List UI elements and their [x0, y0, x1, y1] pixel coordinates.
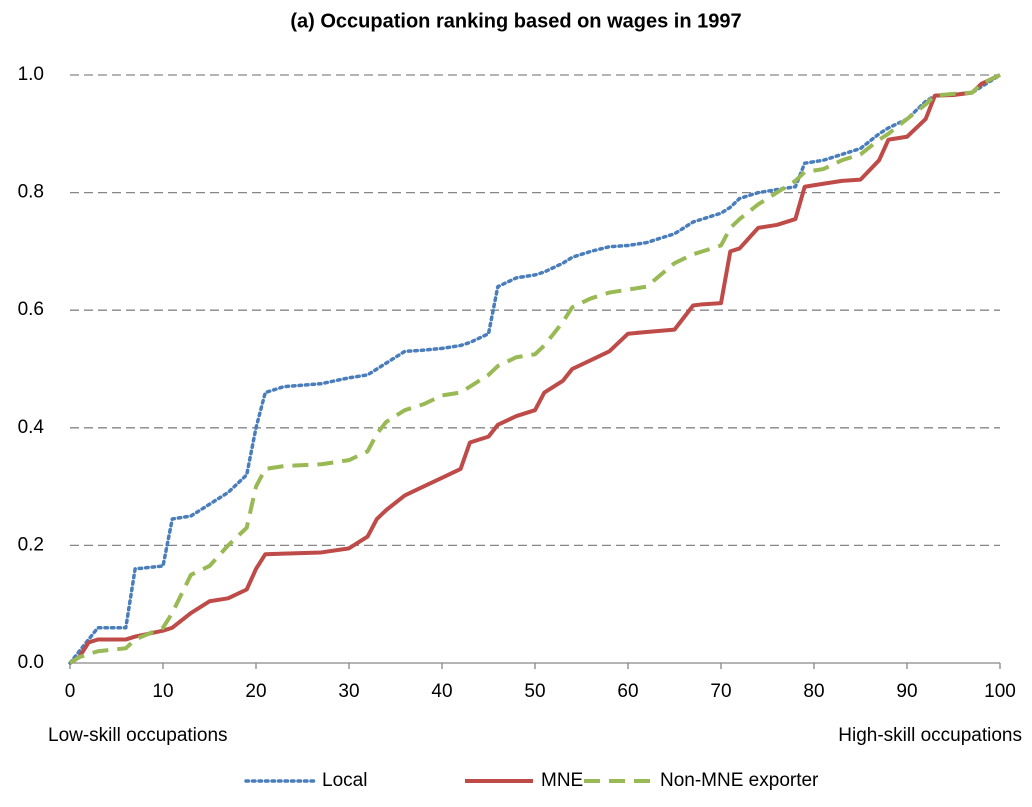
- x-tick-label: 10: [152, 681, 173, 702]
- annotation: High-skill occupations: [838, 725, 1022, 746]
- y-tick-label: 0.0: [18, 652, 44, 673]
- y-tick-label: 0.4: [18, 417, 45, 438]
- line-series: [68, 73, 1001, 665]
- y-tick-label: 0.2: [18, 534, 44, 555]
- x-tick-label: 80: [803, 681, 824, 702]
- legend-label: Non-MNE exporter: [660, 770, 819, 791]
- chart-title: (a) Occupation ranking based on wages in…: [290, 10, 741, 32]
- x-tick-label: 60: [617, 681, 638, 702]
- x-tick-label: 70: [710, 681, 731, 702]
- x-tick-label: 0: [65, 681, 76, 702]
- x-tick-label: 50: [524, 681, 545, 702]
- line-series: [68, 73, 1001, 665]
- y-tick-label: 0.8: [18, 182, 44, 203]
- x-tick-label: 100: [984, 681, 1016, 702]
- x-tick-label: 30: [338, 681, 359, 702]
- x-tick-label: 20: [245, 681, 266, 702]
- legend-label: MNE: [541, 770, 583, 791]
- annotation: Low-skill occupations: [48, 725, 228, 746]
- y-tick-label: 1.0: [18, 64, 44, 85]
- x-tick-label: 40: [431, 681, 452, 702]
- line-series: [68, 73, 1002, 665]
- y-tick-label: 0.6: [18, 299, 44, 320]
- legend-label: Local: [322, 770, 367, 791]
- x-tick-label: 90: [896, 681, 917, 702]
